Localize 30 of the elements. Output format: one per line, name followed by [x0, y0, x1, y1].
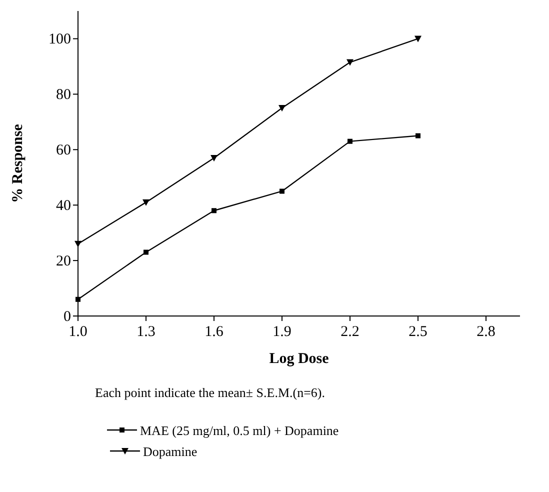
point [346, 59, 354, 66]
point [76, 296, 80, 302]
point [142, 199, 150, 206]
point [280, 188, 284, 194]
x-tick-label: 1.3 [136, 324, 156, 340]
x-tick-label: 2.2 [340, 324, 360, 340]
legend-label: Dopamine [143, 444, 198, 459]
y-tick-label: 80 [56, 87, 71, 104]
point [74, 240, 82, 248]
point [416, 133, 420, 138]
legend-label: MAE (25 mg/ml, 0.5 ml) + Dopamine [140, 423, 339, 438]
y-tick-label: 60 [56, 142, 71, 159]
point [278, 105, 286, 112]
point [210, 154, 218, 162]
text: Each point indicate the mean± S.E.M.(n=6). [95, 385, 325, 400]
x-axis-title: Log Dose [269, 351, 330, 367]
y-tick-label: 40 [56, 198, 71, 214]
point [414, 36, 422, 42]
point [212, 208, 216, 214]
y-tick-label: 100 [48, 32, 71, 48]
point [348, 138, 352, 144]
x-tick-label: 1.9 [272, 324, 292, 340]
x-tick-label: 1.0 [68, 324, 88, 340]
x-tick-label: 1.6 [204, 324, 224, 340]
y-axis-title: % Response [10, 124, 26, 203]
x-tick-label: 2.8 [476, 324, 496, 340]
y-tick-label: 20 [56, 254, 71, 270]
y-tick-label: 0 [64, 309, 71, 325]
point [144, 250, 148, 255]
x-tick-label: 2.5 [408, 324, 428, 340]
